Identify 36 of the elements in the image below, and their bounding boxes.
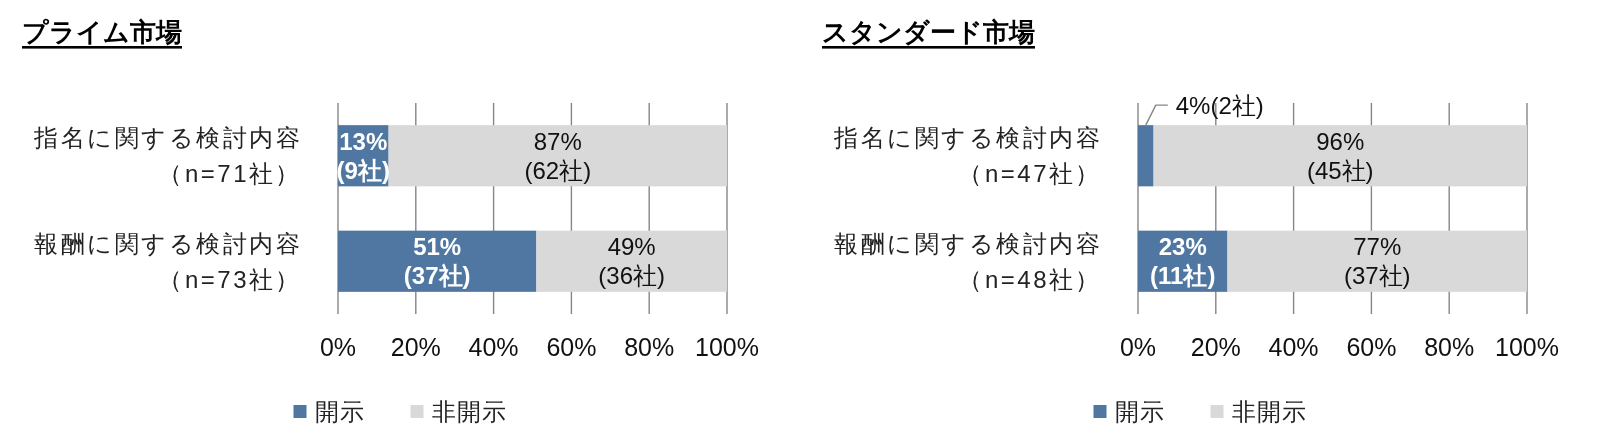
tick-label: 40% xyxy=(1268,333,1319,361)
tick-label: 100% xyxy=(695,333,759,361)
value-label: (37社) xyxy=(1343,262,1411,290)
tick-label: 100% xyxy=(1495,333,1559,361)
category-label: 報酬に関する検討内容（n=73社） xyxy=(34,229,302,293)
tick-label: 20% xyxy=(390,333,441,361)
legend-label: 非開示 xyxy=(431,397,507,425)
value-label: (11社) xyxy=(1150,262,1216,290)
tick-label: 20% xyxy=(1190,333,1241,361)
tick-label: 60% xyxy=(546,333,597,361)
value-label: 77% xyxy=(1353,233,1402,261)
category-label: 指名に関する検討内容（n=71社） xyxy=(34,124,302,188)
category-label: 報酬に関する検討内容（n=48社） xyxy=(834,229,1102,293)
legend-label: 非開示 xyxy=(1231,397,1307,425)
value-label: (62社) xyxy=(524,156,592,184)
value-label: 4%(2社) xyxy=(1175,91,1264,119)
tick-label: 80% xyxy=(1424,333,1475,361)
value-label: 23% xyxy=(1158,233,1207,261)
value-label: (36社) xyxy=(598,262,666,290)
tick-label: 0% xyxy=(319,333,357,361)
legend-label: 開示 xyxy=(314,397,365,425)
value-label: 49% xyxy=(607,233,656,261)
tick-label: 0% xyxy=(1119,333,1157,361)
tick-label: 80% xyxy=(624,333,675,361)
value-label: (45社) xyxy=(1306,156,1374,184)
tick-label: 60% xyxy=(1346,333,1397,361)
value-label: 13% xyxy=(339,127,388,155)
tick-label: 40% xyxy=(468,333,519,361)
legend-label: 開示 xyxy=(1114,397,1165,425)
value-label: 51% xyxy=(413,233,462,261)
value-label: (37社) xyxy=(403,262,471,290)
value-label: 87% xyxy=(533,127,582,155)
title: プライム市場 xyxy=(22,17,182,47)
title: スタンダード市場 xyxy=(822,17,1035,47)
value-label: 96% xyxy=(1316,127,1365,155)
category-label: 指名に関する検討内容（n=47社） xyxy=(834,124,1102,188)
